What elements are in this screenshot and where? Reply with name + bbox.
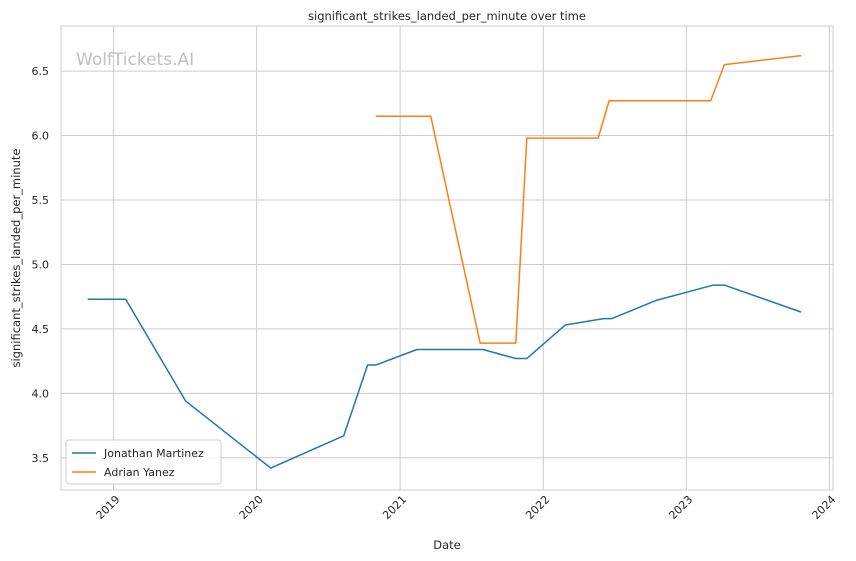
y-tick-label-6-0: 6.0 <box>32 130 50 143</box>
y-tick-label-5-0: 5.0 <box>32 258 50 271</box>
y-tick-label-6-5: 6.5 <box>32 65 50 78</box>
y-tick-label-4-5: 4.5 <box>32 323 50 336</box>
watermark-text: WolfTickets.AI <box>76 50 194 70</box>
plot-frame <box>60 25 834 491</box>
y-tick-label-4-0: 4.0 <box>32 387 50 400</box>
y-axis-label: significant_strikes_landed_per_minute <box>9 149 23 368</box>
series-layer <box>87 54 802 469</box>
plot-background <box>61 26 833 490</box>
plot-area: WolfTickets.AI <box>60 25 834 491</box>
series-line-jonathan-martinez <box>87 284 802 469</box>
x-axis-label: Date <box>433 538 461 552</box>
y-tick-label-3-5: 3.5 <box>32 452 50 465</box>
grid-layer <box>61 26 833 490</box>
chart-title: significant_strikes_landed_per_minute ov… <box>308 9 586 23</box>
y-axis-ticks: 3.5 4.0 4.5 5.0 5.5 6.0 6.5 <box>32 65 50 465</box>
legend: Jonathan Martinez Adrian Yanez <box>65 439 222 485</box>
legend-box <box>65 439 222 485</box>
series-line-adrian-yanez <box>375 54 802 344</box>
legend-label-jonathan-martinez: Jonathan Martinez <box>103 447 204 460</box>
legend-label-adrian-yanez: Adrian Yanez <box>104 466 175 479</box>
y-tick-label-5-5: 5.5 <box>32 194 50 207</box>
